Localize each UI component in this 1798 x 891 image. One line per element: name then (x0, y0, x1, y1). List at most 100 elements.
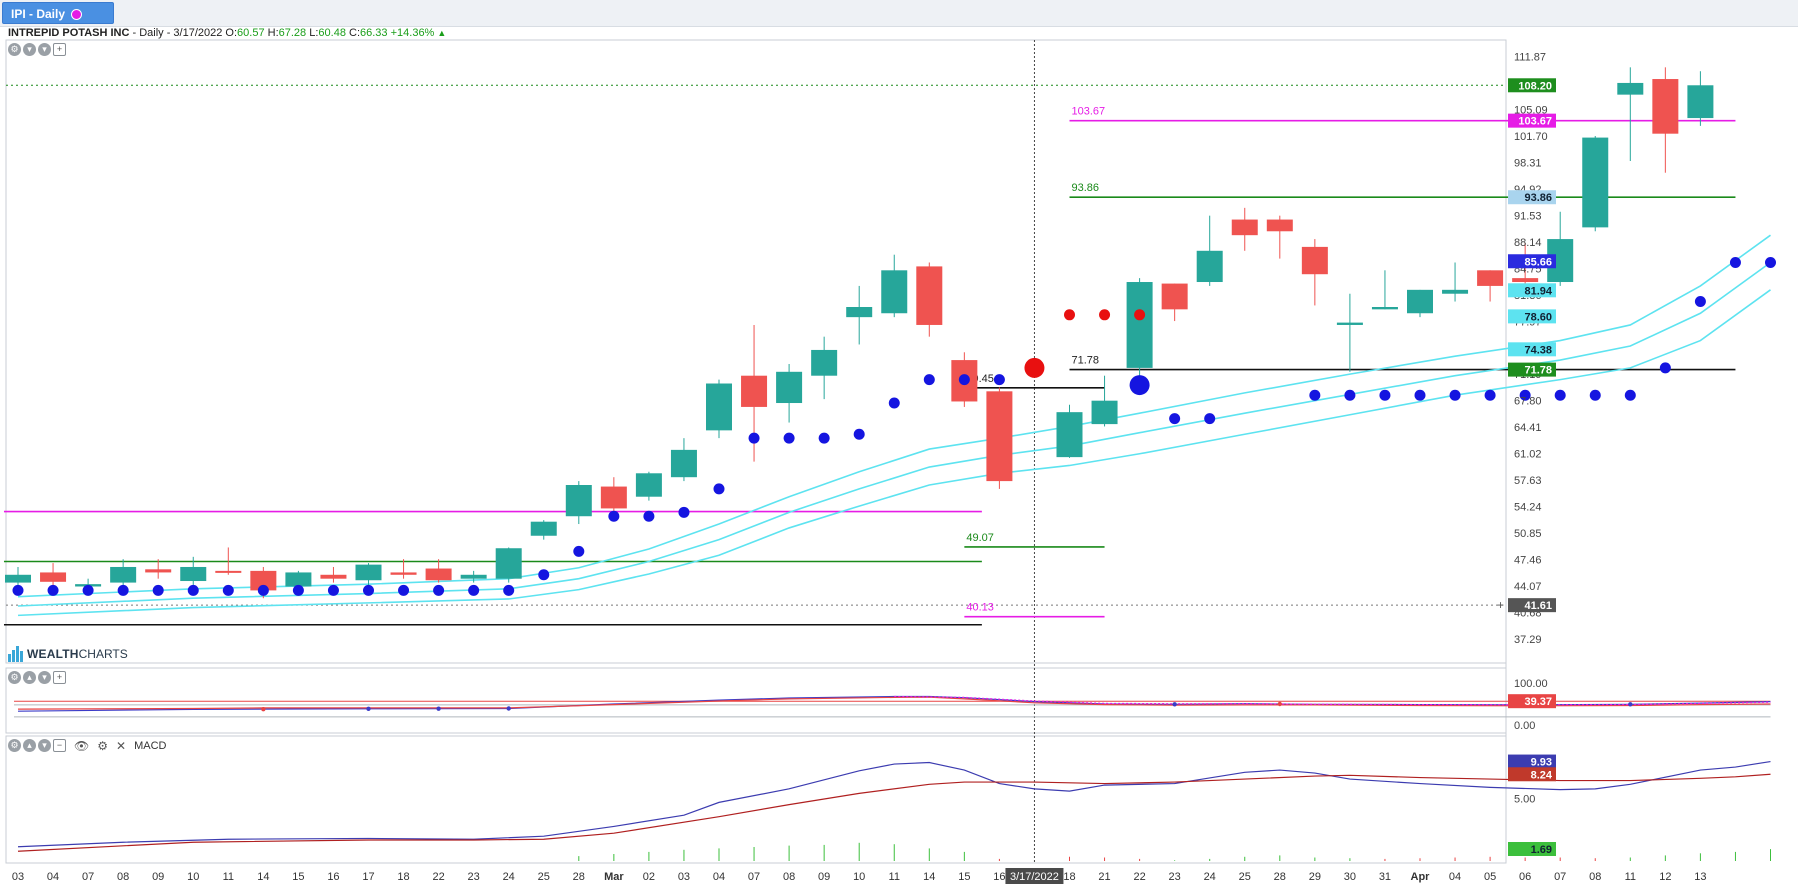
y-tick-label: 47.46 (1514, 554, 1542, 566)
add-icon[interactable]: + (53, 671, 66, 684)
price-tag-box (1508, 78, 1556, 93)
blue-dot (1379, 389, 1391, 401)
candle-body (425, 568, 452, 581)
macd-value-label: 9.93 (1531, 757, 1552, 769)
move-down-icon[interactable]: ▾ (38, 671, 51, 684)
large-red-dot (1024, 357, 1045, 378)
candle-body (565, 485, 592, 517)
y-tick-label: 67.80 (1514, 396, 1542, 408)
x-tick-label: 24 (1204, 871, 1216, 883)
level-label: 40.13 (966, 602, 994, 614)
blue-dot (1204, 413, 1216, 425)
move-down-icon[interactable]: ▾ (38, 43, 51, 56)
blue-dot (1659, 362, 1671, 374)
blue-dot (1589, 389, 1601, 401)
change-percent: +14.36% (390, 27, 435, 39)
x-tick-label: 05 (1484, 871, 1496, 883)
stoch-line (17, 696, 1771, 710)
candle-body (1301, 246, 1328, 275)
blue-dot (117, 584, 129, 596)
candle-body (215, 570, 242, 573)
x-tick-label: 15 (958, 871, 970, 883)
tab-color-dot-icon[interactable] (71, 9, 82, 20)
blue-dot (993, 374, 1005, 386)
x-tick-label: 23 (468, 871, 480, 883)
settings-gear-icon[interactable]: ⚙ (8, 739, 21, 752)
blue-dot (538, 569, 550, 581)
add-icon[interactable]: + (53, 43, 66, 56)
candle-body (1617, 82, 1644, 95)
crosshair-plus-icon: + (1497, 598, 1504, 612)
close-label: C: (349, 27, 361, 39)
x-tick-label: 02 (643, 871, 655, 883)
stoch-marker (1628, 702, 1633, 707)
x-tick-label: 18 (397, 871, 409, 883)
candle-body (5, 574, 31, 583)
move-up-icon[interactable]: ▴ (23, 739, 36, 752)
blue-dot (713, 483, 725, 495)
blue-dot (923, 374, 935, 386)
candle-body (600, 486, 627, 509)
settings-gear-icon[interactable]: ⚙ (8, 43, 21, 56)
candle-body (180, 566, 207, 582)
candle-body (460, 574, 487, 579)
macd-line (17, 760, 1771, 848)
blue-dot (82, 584, 94, 596)
price-tag-box (1508, 362, 1556, 377)
y-tick-label: 88.14 (1514, 237, 1542, 249)
x-tick-label: 23 (1169, 871, 1181, 883)
candle-body (320, 574, 347, 579)
blue-dot (748, 432, 760, 444)
visibility-eye-icon[interactable]: 👁 (74, 739, 90, 753)
move-down-icon[interactable]: ▾ (38, 739, 51, 752)
y-tick-label: 101.70 (1514, 131, 1548, 143)
price-tag-box (1508, 254, 1556, 269)
candle-body (1231, 219, 1258, 236)
candle-body (1336, 322, 1363, 325)
collapse-icon[interactable]: ▾ (23, 43, 36, 56)
blue-dot (292, 584, 304, 596)
x-tick-label: 30 (1344, 871, 1356, 883)
candle-body (1512, 278, 1539, 283)
symbol-name: INTREPID POTASH INC (8, 27, 130, 39)
price-tag-box (1508, 190, 1556, 205)
x-tick-label: 16 (993, 871, 1005, 883)
low-value: 60.48 (318, 27, 346, 39)
settings-gear-icon[interactable]: ⚙ (8, 671, 21, 684)
macd-signal-line (17, 773, 1771, 852)
x-tick-label: 07 (82, 871, 94, 883)
level-label: 71.78 (1072, 355, 1100, 367)
y-tick-label: 37.29 (1514, 634, 1542, 646)
candle-body (1407, 289, 1433, 314)
stoch-marker (506, 706, 511, 711)
x-tick-label: 03 (12, 871, 24, 883)
ohlc-info-line: INTREPID POTASH INC - Daily - 3/17/2022 … (8, 27, 446, 41)
price-tag-box (1508, 342, 1556, 357)
move-up-icon[interactable]: ▴ (23, 671, 36, 684)
close-icon[interactable]: ✕ (116, 739, 127, 753)
macd-panel: 5.00 9.938.24 1.69 (17, 754, 1771, 861)
blue-dot (398, 584, 410, 596)
blue-dot (12, 584, 24, 596)
tab-ipi-daily[interactable]: IPI - Daily (2, 2, 114, 24)
settings-cog-icon[interactable]: ⚙ (97, 739, 108, 753)
macd-label: MACD (134, 740, 167, 752)
blue-dot (888, 397, 900, 409)
blue-dot (818, 432, 830, 444)
macd-value-label: 8.24 (1531, 769, 1553, 781)
x-tick-label: 22 (432, 871, 444, 883)
minimize-icon[interactable]: − (53, 739, 66, 752)
wealthcharts-logo: WEALTHCHARTS (8, 644, 128, 664)
blue-dot (187, 584, 199, 596)
blue-dot (678, 506, 690, 518)
red-dot (1134, 309, 1146, 321)
price-tag-label: 93.86 (1524, 192, 1552, 204)
candle-body (1161, 283, 1188, 310)
price-tag-box (1508, 309, 1556, 324)
candle-body (811, 349, 838, 376)
candle-body (1126, 282, 1153, 368)
price-panel-controls: ⚙ ▾ ▾ + (8, 43, 66, 57)
candle-body (741, 375, 768, 407)
blue-dot (1309, 389, 1321, 401)
